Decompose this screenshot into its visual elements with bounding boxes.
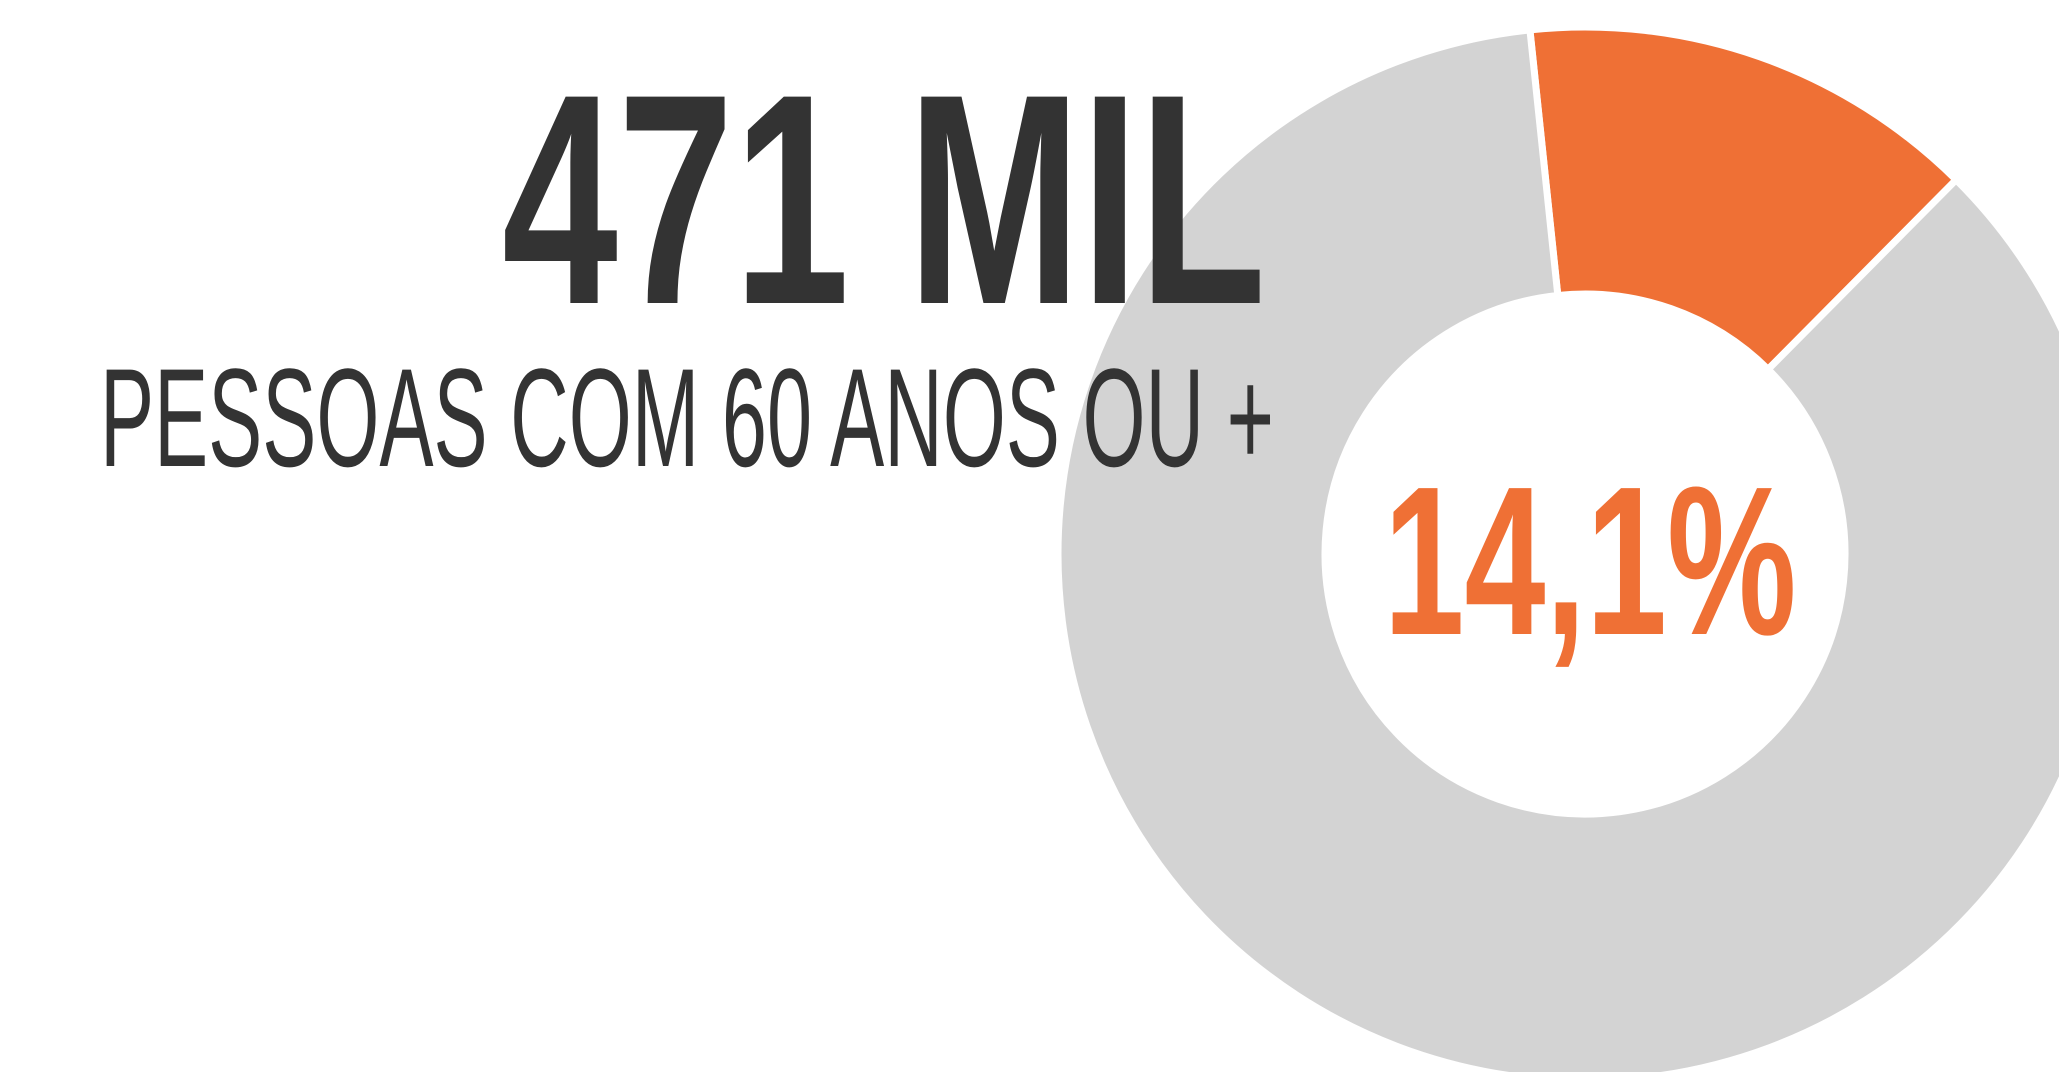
- subtitle: PESSOAS COM 60 ANOS OU +: [100, 339, 1274, 496]
- headline-number: 471 MIL: [502, 31, 1266, 367]
- donut-slice: [1054, 26, 2059, 1072]
- donut: [1054, 23, 2059, 1072]
- center-label: 14,1%: [1384, 442, 1797, 679]
